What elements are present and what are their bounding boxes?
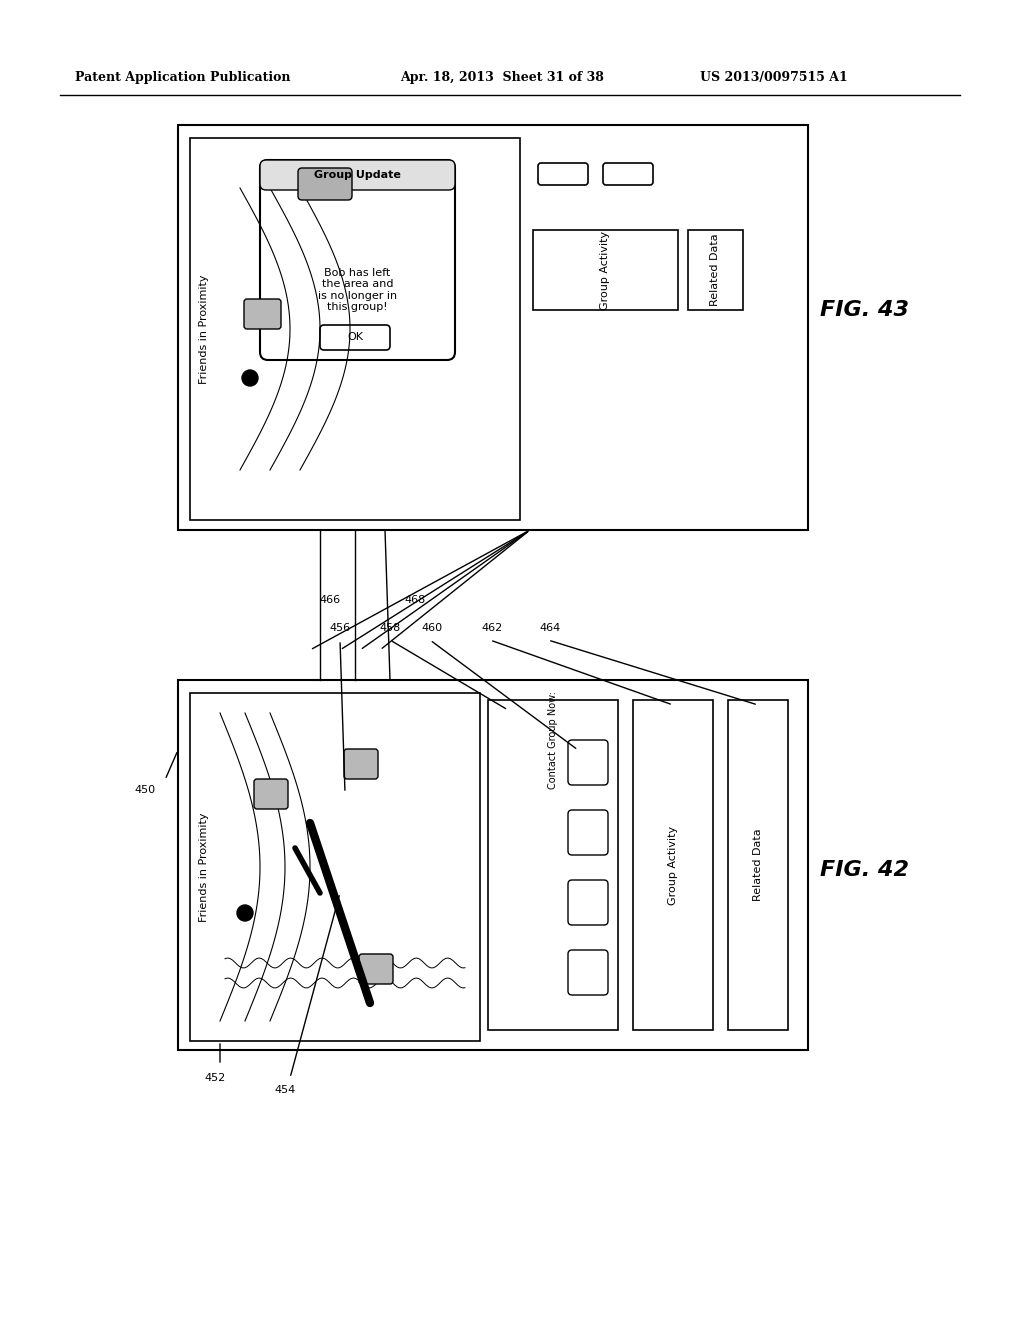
Text: Friends in Proximity: Friends in Proximity	[199, 812, 209, 921]
Bar	[190, 139, 520, 520]
Text: FIG. 43: FIG. 43	[820, 300, 909, 319]
Text: 468: 468	[404, 595, 426, 605]
Bar	[190, 693, 480, 1041]
Bar	[178, 680, 808, 1049]
Text: 456: 456	[330, 623, 350, 634]
Text: Group Activity: Group Activity	[600, 231, 610, 310]
Text: Contact Group Now:: Contact Group Now:	[548, 692, 558, 789]
Text: FIG. 42: FIG. 42	[820, 861, 909, 880]
Text: US 2013/0097515 A1: US 2013/0097515 A1	[700, 71, 848, 84]
FancyBboxPatch shape	[359, 954, 393, 983]
Text: Related Data: Related Data	[753, 829, 763, 902]
Text: Apr. 18, 2013  Sheet 31 of 38: Apr. 18, 2013 Sheet 31 of 38	[400, 71, 604, 84]
Bar	[688, 230, 743, 310]
Bar	[178, 125, 808, 531]
Circle shape	[237, 906, 253, 921]
Bar	[534, 230, 678, 310]
Text: 450: 450	[134, 785, 156, 795]
Text: 454: 454	[274, 1085, 296, 1096]
Bar	[728, 700, 788, 1030]
Bar	[633, 700, 713, 1030]
Text: OK: OK	[347, 333, 362, 342]
FancyBboxPatch shape	[344, 748, 378, 779]
FancyBboxPatch shape	[254, 779, 288, 809]
FancyBboxPatch shape	[298, 168, 352, 201]
Text: Related Data: Related Data	[711, 234, 721, 306]
Text: 466: 466	[319, 595, 341, 605]
Text: Friends in Proximity: Friends in Proximity	[199, 275, 209, 384]
Text: 464: 464	[540, 623, 560, 634]
Bar	[488, 700, 618, 1030]
Text: 460: 460	[422, 623, 442, 634]
FancyBboxPatch shape	[244, 300, 281, 329]
Text: Patent Application Publication: Patent Application Publication	[75, 71, 291, 84]
Text: Bob has left
the area and
is no longer in
this group!: Bob has left the area and is no longer i…	[317, 268, 397, 313]
Text: Group Activity: Group Activity	[668, 825, 678, 904]
Text: 462: 462	[481, 623, 503, 634]
Text: Group Update: Group Update	[314, 170, 401, 180]
Text: 452: 452	[205, 1073, 225, 1082]
Text: 458: 458	[379, 623, 400, 634]
Circle shape	[242, 370, 258, 385]
FancyBboxPatch shape	[260, 160, 455, 190]
